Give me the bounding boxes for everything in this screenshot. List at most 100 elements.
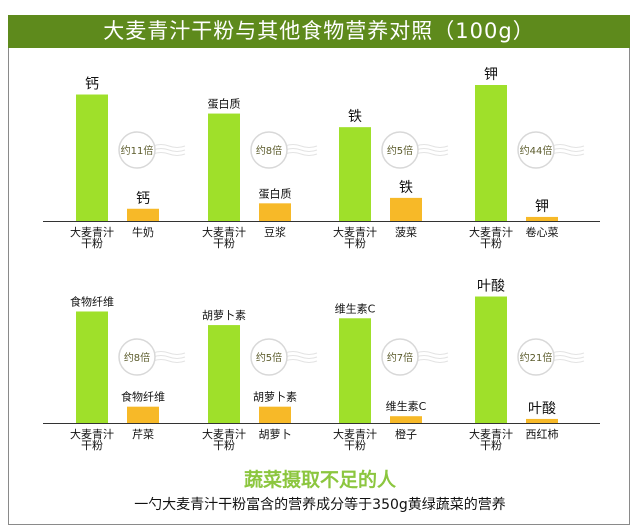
nutrient-label-other: 胡萝卜素	[253, 390, 297, 404]
ratio-circle	[250, 131, 288, 169]
wave-decoration	[415, 351, 449, 355]
barley-label: 大麦青汁	[333, 225, 377, 239]
barley-label: 干粉	[480, 237, 502, 250]
bar-barley	[475, 296, 507, 423]
nutrient-label-other: 叶酸	[528, 401, 556, 417]
wave-decoration	[415, 359, 449, 363]
nutrient-label-other: 蛋白质	[259, 186, 292, 200]
nutrient-label-barley: 叶酸	[477, 279, 505, 295]
barley-label: 大麦青汁	[202, 427, 246, 441]
barley-label: 干粉	[344, 237, 366, 250]
bar-other	[259, 406, 291, 423]
nutrient-label-other: 钾	[535, 199, 549, 215]
barley-label: 干粉	[213, 439, 235, 452]
wave-decoration	[152, 148, 186, 152]
ratio-circle	[517, 131, 555, 169]
wave-decoration	[152, 359, 186, 363]
ratio-circle	[250, 338, 288, 376]
wave-decoration	[152, 351, 186, 355]
food-label: 卷心菜	[526, 225, 559, 239]
bar-barley	[76, 311, 108, 423]
nutrient-label-barley: 胡萝卜素	[202, 308, 246, 322]
wave-decoration	[284, 351, 318, 355]
ratio-label: 约5倍	[387, 144, 413, 157]
wave-decoration	[152, 355, 186, 359]
barley-label: 大麦青汁	[469, 427, 513, 441]
food-label: 牛奶	[132, 225, 154, 239]
wave-decoration	[415, 144, 449, 148]
wave-decoration	[551, 152, 585, 156]
bar-barley	[339, 127, 371, 221]
ratio-label: 约7倍	[387, 351, 413, 364]
bar-other	[526, 216, 558, 221]
food-label: 芹菜	[132, 428, 154, 441]
ratio-label: 约5倍	[256, 351, 282, 364]
barley-label: 干粉	[81, 237, 103, 250]
nutrient-label-other: 铁	[399, 180, 413, 196]
ratio-label: 约21倍	[520, 351, 553, 364]
bar-other	[259, 203, 291, 221]
wave-decoration	[152, 152, 186, 156]
food-label: 豆浆	[264, 225, 286, 239]
barley-label: 干粉	[81, 439, 103, 452]
footer-title: 蔬菜摄取不足的人	[243, 469, 396, 491]
wave-decoration	[152, 144, 186, 148]
barley-label: 大麦青汁	[70, 427, 114, 441]
ratio-label: 约11倍	[121, 144, 154, 157]
nutrient-label-other: 食物纤维	[121, 390, 165, 404]
ratio-label: 约44倍	[520, 144, 553, 157]
bar-other	[127, 208, 159, 221]
barley-label: 干粉	[480, 439, 502, 452]
food-label: 胡萝卜	[259, 427, 292, 441]
wave-decoration	[284, 152, 318, 156]
barley-label: 干粉	[344, 439, 366, 452]
barley-label: 干粉	[213, 237, 235, 250]
wave-decoration	[284, 144, 318, 148]
ratio-circle	[118, 131, 156, 169]
bar-other	[390, 416, 422, 423]
barley-label: 大麦青汁	[469, 225, 513, 239]
bar-barley	[76, 94, 108, 221]
bar-barley	[475, 85, 507, 221]
wave-decoration	[551, 148, 585, 152]
wave-decoration	[284, 148, 318, 152]
ratio-label: 约8倍	[124, 351, 150, 364]
food-label: 橙子	[395, 427, 417, 441]
nutrient-label-barley: 铁	[348, 109, 362, 125]
ratio-circle	[381, 131, 419, 169]
nutrient-label-other: 钙	[136, 191, 150, 207]
bar-barley	[208, 113, 240, 221]
food-label: 菠菜	[395, 226, 417, 239]
bar-other	[127, 406, 159, 423]
bar-barley	[339, 318, 371, 423]
nutrient-label-barley: 钾	[484, 67, 498, 83]
bar-other	[526, 418, 558, 423]
barley-label: 大麦青汁	[333, 427, 377, 441]
chart-title: 大麦青汁干粉与其他食物营养对照（100g）	[8, 15, 630, 48]
footer-subtitle: 一勺大麦青汁干粉富含的营养成分等于350g黄绿蔬菜的营养	[134, 497, 506, 513]
barley-label: 大麦青汁	[202, 225, 246, 239]
nutrient-label-barley: 食物纤维	[70, 294, 114, 308]
nutrient-label-barley: 蛋白质	[208, 97, 241, 111]
bar-other	[390, 197, 422, 221]
food-label: 西红柿	[526, 427, 559, 441]
wave-decoration	[415, 355, 449, 359]
barley-label: 大麦青汁	[70, 225, 114, 239]
wave-decoration	[415, 148, 449, 152]
wave-decoration	[415, 152, 449, 156]
nutrient-label-other: 维生素C	[386, 399, 427, 413]
nutrient-label-barley: 维生素C	[335, 301, 376, 315]
wave-decoration	[284, 355, 318, 359]
nutrient-label-barley: 钙	[85, 77, 99, 93]
ratio-circle	[118, 338, 156, 376]
wave-decoration	[551, 359, 585, 363]
wave-decoration	[551, 144, 585, 148]
bar-barley	[208, 325, 240, 423]
wave-decoration	[551, 351, 585, 355]
ratio-label: 约8倍	[256, 144, 282, 157]
ratio-circle	[517, 338, 555, 376]
wave-decoration	[284, 359, 318, 363]
wave-decoration	[551, 355, 585, 359]
ratio-circle	[381, 338, 419, 376]
